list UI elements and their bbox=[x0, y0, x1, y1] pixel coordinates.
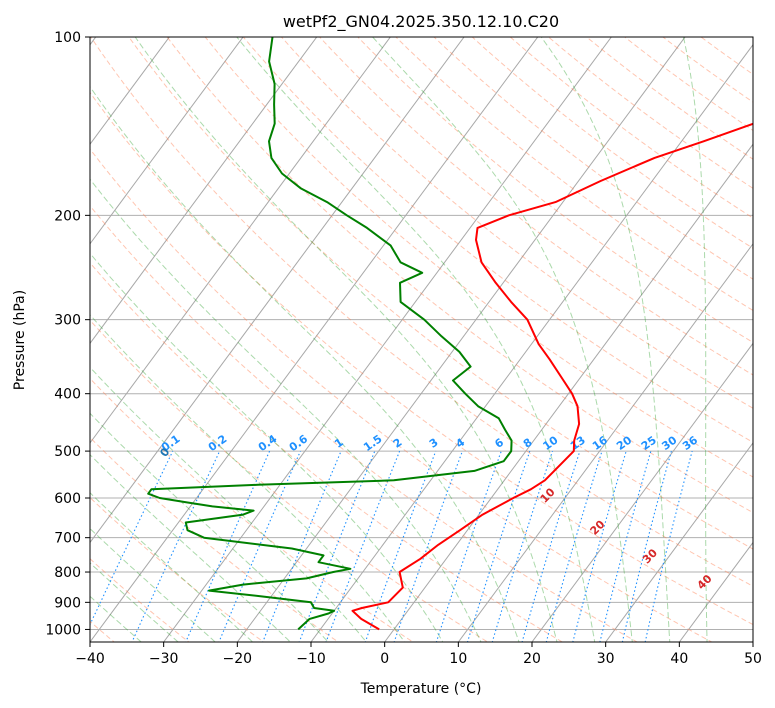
x-tick-label: 0 bbox=[380, 651, 389, 667]
y-axis: 1000 900 800 700 600 500 400 300 200 100 bbox=[45, 30, 90, 638]
x-axis-title: Temperature (°C) bbox=[360, 681, 482, 697]
moist-adiabat-line bbox=[90, 527, 216, 642]
mixing-ratio-line bbox=[393, 450, 463, 642]
y-tick-label: 900 bbox=[54, 595, 81, 611]
isotherm-line bbox=[163, 37, 612, 642]
dry-adiabat-line bbox=[128, 37, 753, 550]
y-axis-title: Pressure (hPa) bbox=[12, 290, 28, 390]
moist-adiabat-line bbox=[90, 178, 482, 642]
isotherm-line bbox=[90, 37, 170, 146]
mixing-ratio-line bbox=[262, 450, 342, 642]
moist-adiabat-line bbox=[683, 37, 708, 642]
isotherm-line bbox=[605, 442, 753, 642]
isotherm-line bbox=[90, 37, 465, 544]
dry-adiabat-line bbox=[280, 37, 753, 409]
isotherm-line bbox=[236, 37, 686, 642]
x-tick-label: 30 bbox=[597, 651, 615, 667]
moist-adiabat-line bbox=[236, 37, 596, 642]
moist-adiabat-line bbox=[90, 412, 329, 642]
y-tick-label: 800 bbox=[54, 565, 81, 581]
plot-frame bbox=[89, 36, 754, 643]
mixing-ratio-line bbox=[218, 450, 302, 642]
mixing-ratio-line bbox=[90, 450, 174, 626]
isotherm-line bbox=[90, 37, 244, 245]
x-tick-label: −40 bbox=[75, 651, 105, 667]
x-axis: −40 −30 −20 −10 0 10 20 30 40 50 bbox=[75, 642, 762, 667]
isotherm-line bbox=[90, 37, 539, 642]
mixing-ratio-line bbox=[599, 450, 652, 642]
x-tick-label: 10 bbox=[449, 651, 467, 667]
y-tick-label: 700 bbox=[54, 531, 81, 547]
moist-adiabat-line bbox=[90, 562, 179, 642]
moist-adiabat-line bbox=[90, 595, 142, 642]
dry-adiabat-line bbox=[90, 558, 190, 642]
isotherm-line bbox=[310, 43, 753, 642]
dry-adiabat-line bbox=[90, 262, 564, 642]
chart-title: wetPf2_GN04.2025.350.12.10.C20 bbox=[283, 12, 559, 32]
x-tick-label: 40 bbox=[670, 651, 688, 667]
y-tick-label: 600 bbox=[54, 491, 81, 507]
y-tick-label: 500 bbox=[54, 444, 81, 460]
dry-adiabat-line bbox=[90, 205, 639, 642]
dry-adiabat-line bbox=[242, 37, 753, 443]
y-tick-label: 1000 bbox=[45, 622, 81, 638]
mixing-ratio-line bbox=[185, 450, 271, 642]
mixing-ratio-line bbox=[435, 450, 502, 642]
isotherm-line bbox=[531, 342, 753, 642]
temperature-profile-line bbox=[351, 122, 753, 631]
mixing-ratio-line bbox=[621, 450, 672, 642]
moist-adiabat-line bbox=[90, 453, 292, 642]
mixing-ratio-line bbox=[545, 450, 603, 642]
plot-area bbox=[90, 37, 753, 642]
mixing-ratio-line bbox=[572, 450, 627, 642]
y-tick-label: 300 bbox=[54, 313, 81, 329]
isotherm-line bbox=[678, 541, 753, 642]
moist-adiabat-line bbox=[134, 37, 558, 642]
dry-adiabat-line bbox=[90, 377, 414, 642]
x-tick-label: 20 bbox=[523, 651, 541, 667]
moist-adiabat-line bbox=[90, 314, 406, 642]
moist-adiabat-line bbox=[90, 252, 444, 642]
isotherm-line bbox=[90, 37, 318, 345]
sounding-profiles bbox=[147, 37, 753, 631]
dry-adiabat-line bbox=[318, 37, 753, 376]
background-lines bbox=[90, 37, 753, 642]
isotherm-line bbox=[90, 37, 391, 444]
y-tick-label: 100 bbox=[54, 30, 81, 46]
moist-adiabat-line bbox=[90, 492, 254, 642]
moist-adiabat-line bbox=[90, 366, 367, 642]
moist-adiabat-line bbox=[90, 85, 520, 642]
dry-adiabat-line bbox=[90, 148, 713, 642]
x-tick-label: 50 bbox=[744, 651, 762, 667]
moist-adiabat-line bbox=[372, 37, 633, 642]
x-tick-label: −20 bbox=[223, 651, 253, 667]
x-tick-label: −30 bbox=[149, 651, 179, 667]
dewpoint-profile-line bbox=[147, 37, 513, 631]
dry-adiabat-label: -10 bbox=[54, 401, 76, 425]
dry-adiabat-line bbox=[90, 319, 489, 642]
mixing-ratio-line bbox=[521, 450, 581, 642]
moist-adiabat-line bbox=[540, 37, 671, 642]
dry-adiabat-line bbox=[204, 37, 753, 478]
dry-adiabat-line bbox=[90, 91, 753, 626]
x-tick-label: −10 bbox=[296, 651, 326, 667]
dry-adiabat-line bbox=[90, 37, 753, 587]
isotherm-line bbox=[457, 242, 753, 642]
isotherm-line bbox=[384, 143, 753, 642]
y-tick-label: 200 bbox=[54, 208, 81, 224]
y-tick-label: 400 bbox=[54, 387, 81, 403]
mixing-ratio-line bbox=[644, 450, 693, 642]
